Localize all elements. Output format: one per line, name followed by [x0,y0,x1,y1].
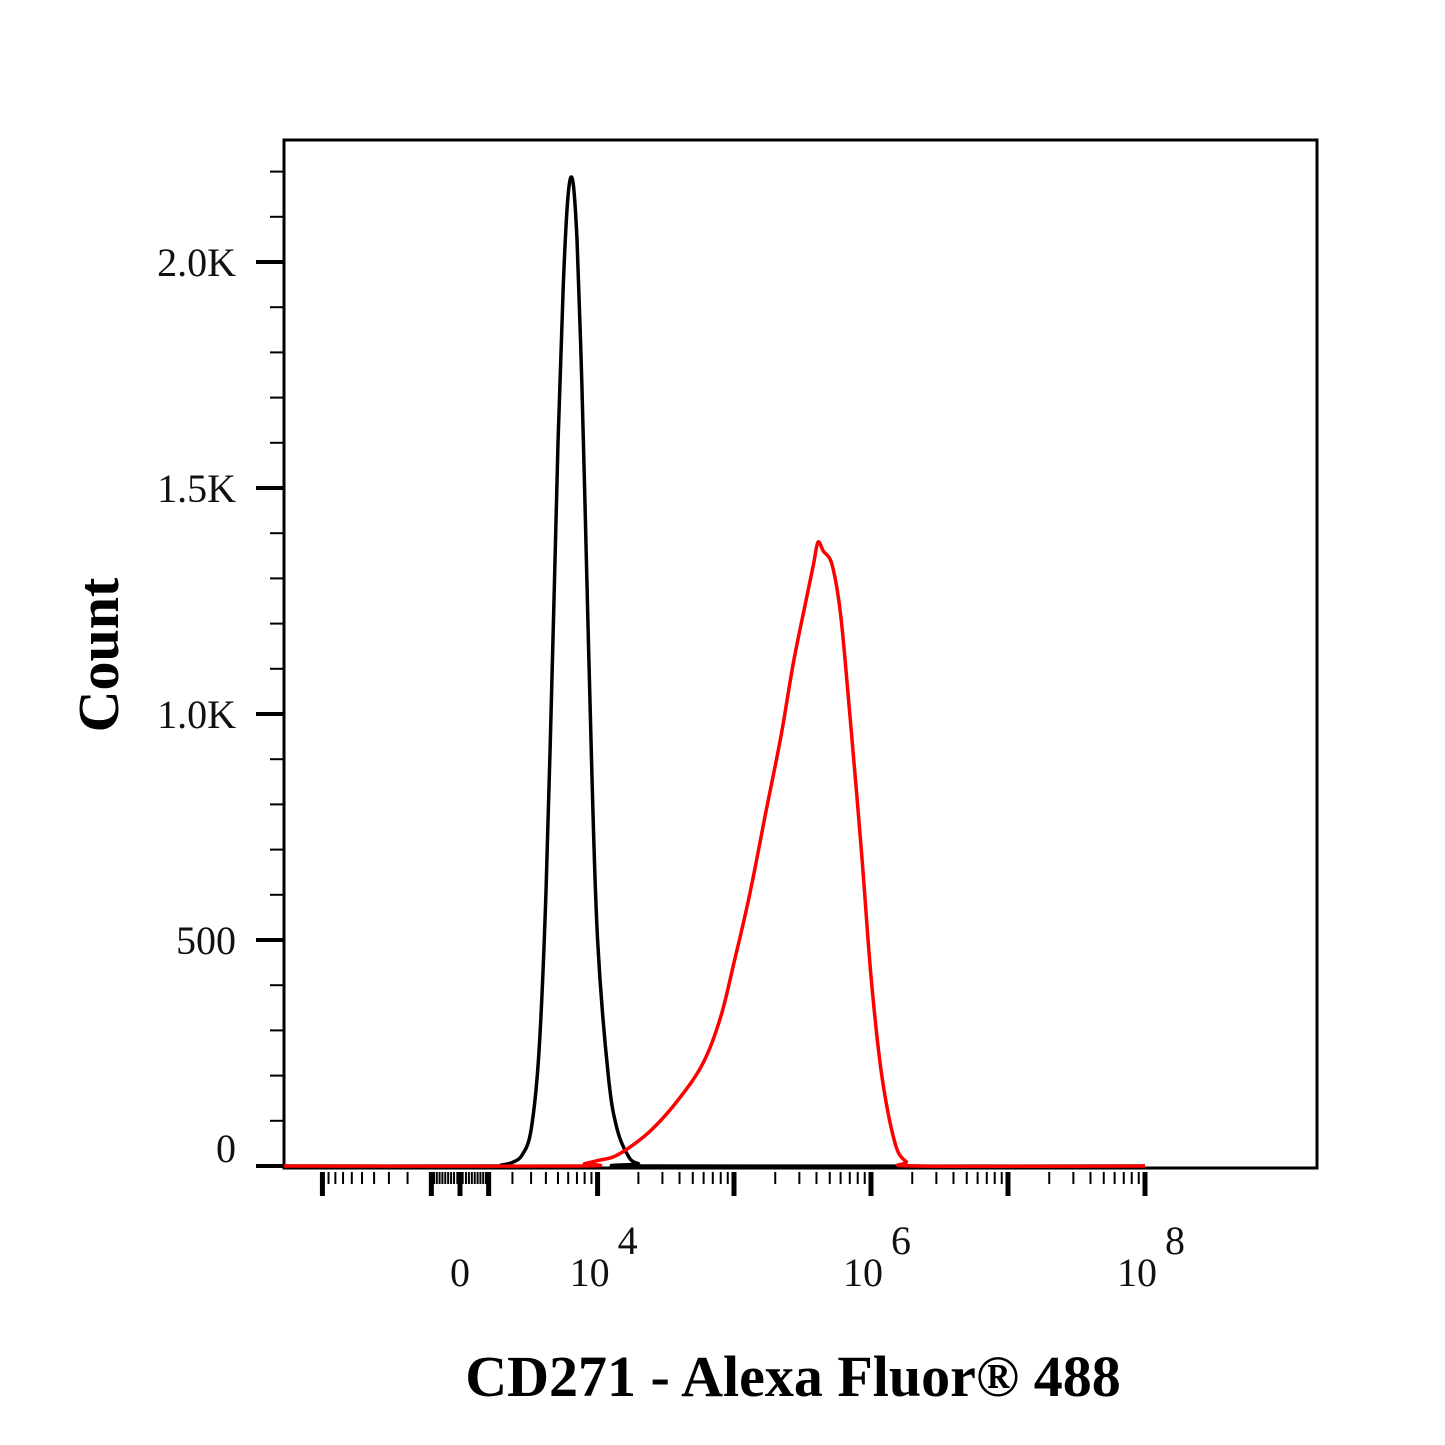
y-tick-label: 0 [216,1126,236,1171]
y-tick-label: 2.0K [157,240,236,285]
x-tick-label-base: 10 [843,1250,883,1295]
y-tick-label: 1.5K [157,466,236,511]
x-tick-label: 106 [843,1218,911,1295]
x-tick-label: 0 [450,1250,470,1295]
x-tick-label-base: 10 [570,1250,610,1295]
x-tick-label-base: 10 [1117,1250,1157,1295]
x-tick-label-exponent: 4 [618,1218,638,1263]
x-tick-label: 108 [1117,1218,1185,1295]
y-axis-title: Count [66,577,131,732]
x-tick-label-base: 0 [450,1250,470,1295]
series-layer [284,175,1146,1168]
y-axis: 0 500 1.0K 1.5K 2.0K [157,170,284,1171]
x-tick-label-exponent: 6 [891,1218,911,1263]
x-tick-label-exponent: 8 [1165,1218,1185,1263]
series-line-2 [284,540,1146,1168]
x-tick-label: 104 [570,1218,638,1295]
series-line-1 [284,175,1146,1168]
y-tick-label: 1.0K [157,692,236,737]
y-tick-label: 500 [176,918,236,963]
plot-frame [282,138,1319,1170]
x-axis-title: CD271 - Alexa Fluor® 488 [465,1344,1121,1409]
